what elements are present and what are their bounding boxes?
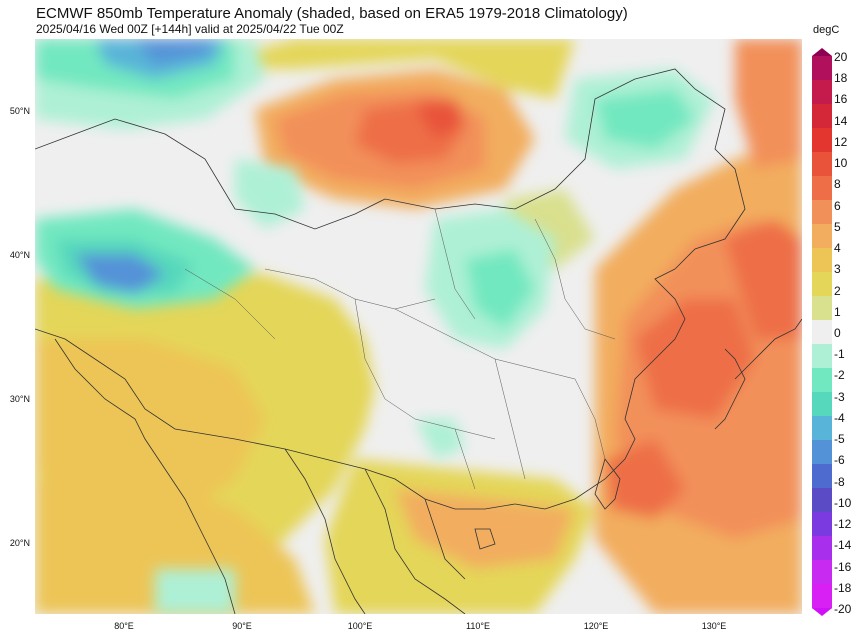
lon-label: 90°E [232, 621, 252, 631]
colorbar-level-label: 10 [834, 156, 848, 171]
colorbar-level-label: 5 [834, 219, 841, 234]
colorbar-step [812, 560, 832, 585]
colorbar-level-label: 12 [834, 134, 848, 149]
colorbar-level-label: 2 [834, 283, 841, 298]
colorbar-level-label: -20 [834, 602, 852, 616]
cool-anomaly-regions [35, 39, 715, 614]
lat-label: 20°N [9, 538, 30, 548]
colorbar-level-label: -2 [834, 368, 845, 383]
colorbar-step [812, 296, 832, 321]
colorbar-level-label: -4 [834, 410, 845, 425]
colorbar-step [812, 224, 832, 249]
colorbar-level-label: 1 [834, 304, 841, 319]
colorbar-step [812, 344, 832, 369]
colorbar-level-label: 0 [834, 326, 841, 340]
colorbar-step [812, 248, 832, 273]
colorbar-level-label: -3 [834, 389, 845, 404]
lon-label: 100°E [347, 621, 373, 631]
colorbar-level-label: 20 [834, 50, 848, 64]
colorbar-step [812, 488, 832, 513]
colorbar-level-label: 6 [834, 198, 841, 213]
colorbar-level-label: -1 [834, 347, 845, 362]
chart-title: ECMWF 850mb Temperature Anomaly (shaded,… [36, 5, 628, 22]
colorbar-level-label: -12 [834, 517, 852, 532]
chart-subtitle: 2025/04/16 Wed 00Z [+144h] valid at 2025… [36, 22, 344, 36]
colorbar-step [812, 464, 832, 489]
colorbar-level-label: 8 [834, 177, 841, 192]
lat-label: 40°N [9, 250, 30, 260]
colorbar-step [812, 368, 832, 393]
colorbar-step [812, 80, 832, 105]
colorbar-level-label: -10 [834, 495, 852, 510]
colorbar-level-label: -5 [834, 432, 845, 447]
lon-label: 120°E [583, 621, 609, 631]
colorbar-top-arrow [812, 48, 832, 56]
colorbar-step [812, 200, 832, 225]
colorbar-unit: degC [813, 24, 840, 36]
colorbar-level-label: -18 [834, 580, 852, 595]
colorbar-level-label: 18 [834, 71, 848, 86]
colorbar-step [812, 56, 832, 81]
lat-label: 50°N [9, 106, 30, 116]
lon-label: 80°E [114, 621, 134, 631]
colorbar-step [812, 320, 832, 345]
colorbar-step [812, 272, 832, 297]
anomaly-map[interactable] [35, 39, 802, 614]
colorbar-level-label: 4 [834, 241, 841, 256]
lon-label: 130°E [701, 621, 727, 631]
colorbar-level-label: 16 [834, 92, 848, 107]
colorbar [812, 48, 832, 616]
colorbar-step [812, 416, 832, 441]
colorbar-step [812, 536, 832, 561]
lon-label: 110°E [466, 621, 490, 631]
warm-anomaly-regions [35, 39, 802, 614]
colorbar-bottom-arrow [812, 608, 832, 616]
map-canvas [35, 39, 802, 614]
colorbar-level-label: -14 [834, 538, 852, 553]
colorbar-level-label: -8 [834, 474, 845, 489]
colorbar-level-label: 3 [834, 262, 841, 277]
colorbar-step [812, 584, 832, 609]
province-borders [184, 208, 616, 490]
colorbar-step [812, 392, 832, 417]
colorbar-level-label: 14 [834, 113, 848, 128]
colorbar-step [812, 104, 832, 129]
colorbar-step [812, 128, 832, 153]
colorbar-step [812, 440, 832, 465]
lat-label: 30°N [9, 394, 30, 404]
colorbar-step [812, 176, 832, 201]
colorbar-step [812, 152, 832, 177]
colorbar-level-label: -6 [834, 453, 845, 468]
country-borders [35, 68, 802, 614]
colorbar-level-label: -16 [834, 559, 852, 574]
colorbar-step [812, 512, 832, 537]
